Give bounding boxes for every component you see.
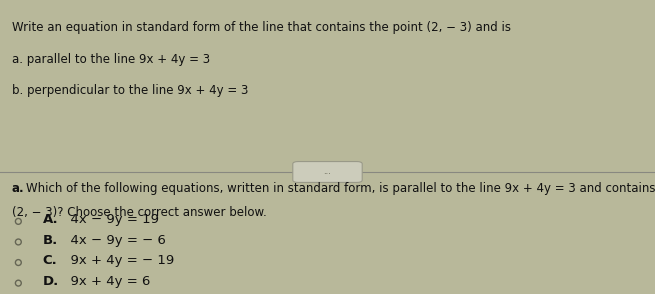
Text: D.: D. <box>43 275 59 288</box>
Text: A.: A. <box>43 213 58 226</box>
Text: 4x − 9y = − 6: 4x − 9y = − 6 <box>62 234 166 247</box>
Text: (2, − 3)? Choose the correct answer below.: (2, − 3)? Choose the correct answer belo… <box>12 206 267 219</box>
Text: b. perpendicular to the line 9x + 4y = 3: b. perpendicular to the line 9x + 4y = 3 <box>12 84 248 97</box>
Text: 9x + 4y = 6: 9x + 4y = 6 <box>62 275 151 288</box>
Text: a.: a. <box>12 182 24 195</box>
Text: B.: B. <box>43 234 58 247</box>
Text: a. parallel to the line 9x + 4y = 3: a. parallel to the line 9x + 4y = 3 <box>12 53 210 66</box>
Text: 4x − 9y = 19: 4x − 9y = 19 <box>62 213 159 226</box>
Text: Which of the following equations, written in standard form, is parallel to the l: Which of the following equations, writte… <box>26 182 655 195</box>
Text: C.: C. <box>43 254 58 267</box>
Text: ...: ... <box>324 168 331 176</box>
FancyBboxPatch shape <box>293 162 362 182</box>
Text: Write an equation in standard form of the line that contains the point (2, − 3) : Write an equation in standard form of th… <box>12 21 511 34</box>
Text: 9x + 4y = − 19: 9x + 4y = − 19 <box>62 254 174 267</box>
